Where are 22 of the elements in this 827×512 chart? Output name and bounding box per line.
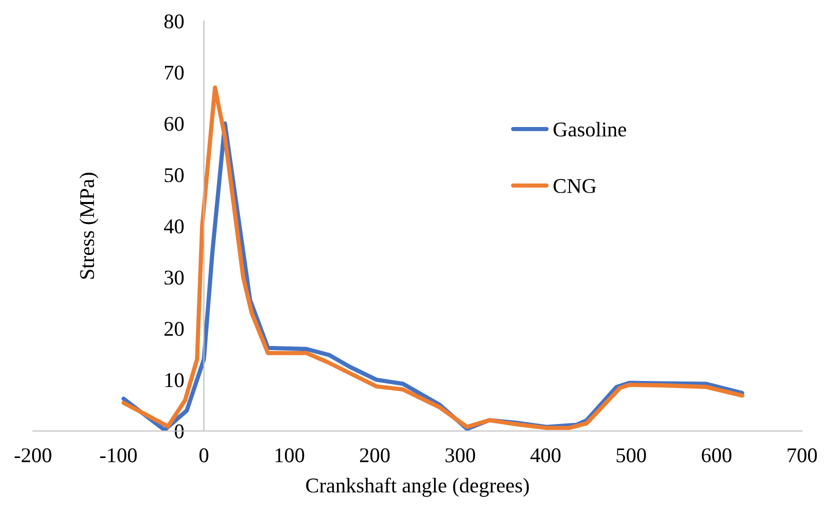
x-tick-label: -100 bbox=[100, 448, 137, 462]
y-tick-label: 20 bbox=[164, 322, 184, 336]
y-tick-label: 60 bbox=[164, 116, 184, 131]
y-tick-label: 50 bbox=[164, 168, 184, 182]
x-tick-label: 300 bbox=[446, 448, 476, 462]
legend-label: CNG bbox=[554, 179, 596, 194]
x-tick-label: 500 bbox=[616, 448, 646, 462]
x-tick-label: -200 bbox=[14, 448, 52, 462]
x-tick-label: 700 bbox=[788, 448, 817, 462]
x-tick-label: 0 bbox=[199, 448, 208, 462]
y-tick-label: 80 bbox=[164, 14, 184, 28]
y-tick-label: 40 bbox=[164, 219, 184, 234]
legend-label: Gasoline bbox=[554, 122, 626, 137]
y-tick-label: 30 bbox=[164, 270, 184, 285]
y-tick-label: 10 bbox=[165, 373, 184, 388]
x-tick-label: 600 bbox=[702, 448, 732, 462]
x-tick-label: 200 bbox=[360, 448, 390, 462]
x-tick-label: 100 bbox=[276, 448, 304, 462]
x-axis-title: Crankshaft angle (degrees) bbox=[306, 478, 529, 497]
y-tick-label: 70 bbox=[164, 66, 184, 80]
x-tick-label: 400 bbox=[530, 448, 560, 462]
y-axis-title: Stress (MPa) bbox=[79, 172, 98, 279]
